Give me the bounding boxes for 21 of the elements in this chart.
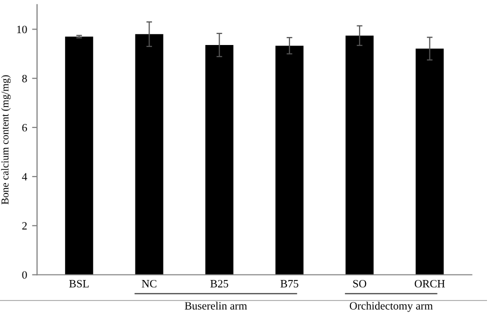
y-tick-label: 8 bbox=[22, 74, 27, 82]
text: Buserelin arm bbox=[184, 302, 247, 310]
x-tick-label: SO bbox=[353, 280, 366, 288]
x-tick-label: NC bbox=[142, 280, 156, 288]
x-tick-label: B75 bbox=[280, 280, 298, 288]
bar bbox=[205, 44, 234, 275]
text: Orchidectomy arm bbox=[350, 302, 433, 312]
x-tick-label: B25 bbox=[210, 280, 228, 288]
y-tick-label: 4 bbox=[22, 173, 28, 180]
bar bbox=[416, 48, 444, 275]
y-axis-title: Bone calcium content (mg/mg) bbox=[1, 75, 11, 204]
bar bbox=[346, 36, 374, 275]
y-tick-label: 2 bbox=[22, 222, 27, 230]
y-tick-label: 10 bbox=[17, 26, 27, 34]
bar bbox=[135, 34, 164, 275]
x-tick-label: BSL bbox=[69, 280, 89, 288]
x-tick-label: ORCH bbox=[414, 280, 445, 288]
y-tick-label: 0 bbox=[22, 271, 27, 279]
bar bbox=[65, 36, 94, 275]
y-tick-label: 6 bbox=[22, 124, 27, 132]
bar bbox=[275, 46, 304, 275]
